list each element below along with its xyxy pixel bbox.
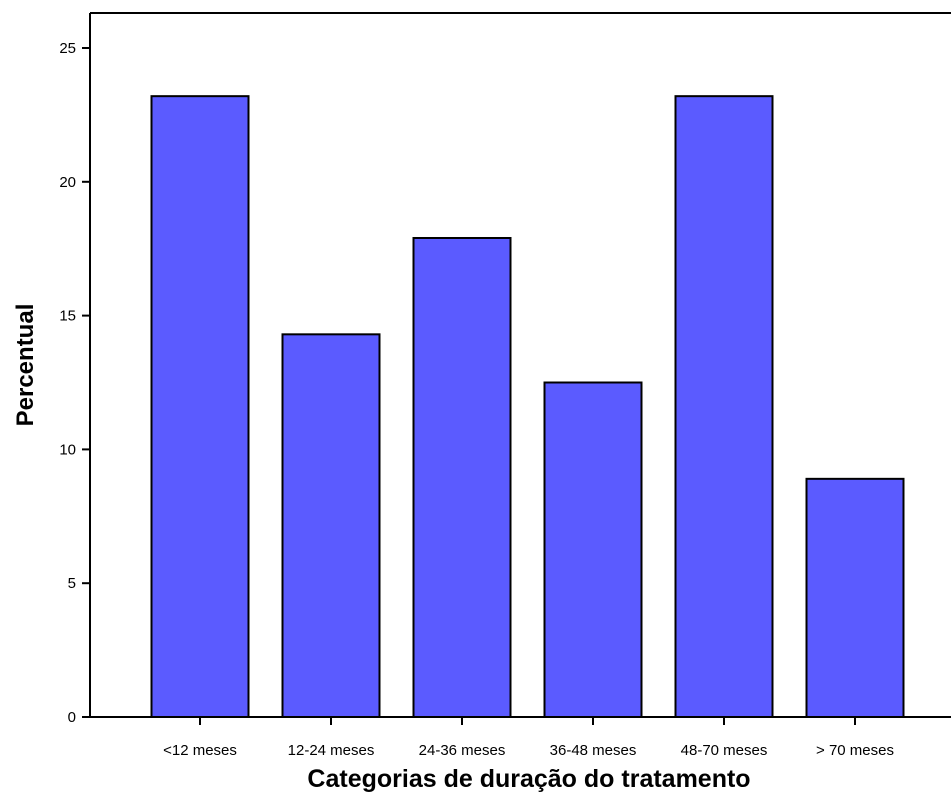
bar xyxy=(150,95,250,718)
y-axis-ticks: 0 5 10 15 20 25 xyxy=(59,40,90,726)
bar xyxy=(674,95,774,718)
x-tick-label: 12-24 meses xyxy=(288,742,375,759)
bar xyxy=(543,381,643,718)
x-axis-title: Categorias de duração do tratamento xyxy=(307,765,750,793)
x-tick-label: 48-70 meses xyxy=(681,742,768,759)
y-tick-label: 0 xyxy=(68,709,76,726)
y-axis-title: Percentual xyxy=(12,304,39,427)
x-tick-label: <12 meses xyxy=(163,742,237,759)
y-tick-label: 20 xyxy=(59,174,76,191)
x-tick-label: 24-36 meses xyxy=(419,742,506,759)
x-tick-label: 36-48 meses xyxy=(550,742,637,759)
y-tick-label: 15 xyxy=(59,308,76,325)
y-tick-label: 5 xyxy=(68,575,76,592)
bars xyxy=(150,95,905,718)
x-axis-ticks: <12 meses 12-24 meses 24-36 meses 36-48 mes… xyxy=(163,717,894,759)
bar xyxy=(805,477,905,718)
bar xyxy=(281,333,381,718)
y-tick-label: 10 xyxy=(59,441,76,458)
y-tick-label: 25 xyxy=(59,40,76,57)
x-tick-label: > 70 meses xyxy=(816,742,894,759)
bar xyxy=(412,236,512,718)
